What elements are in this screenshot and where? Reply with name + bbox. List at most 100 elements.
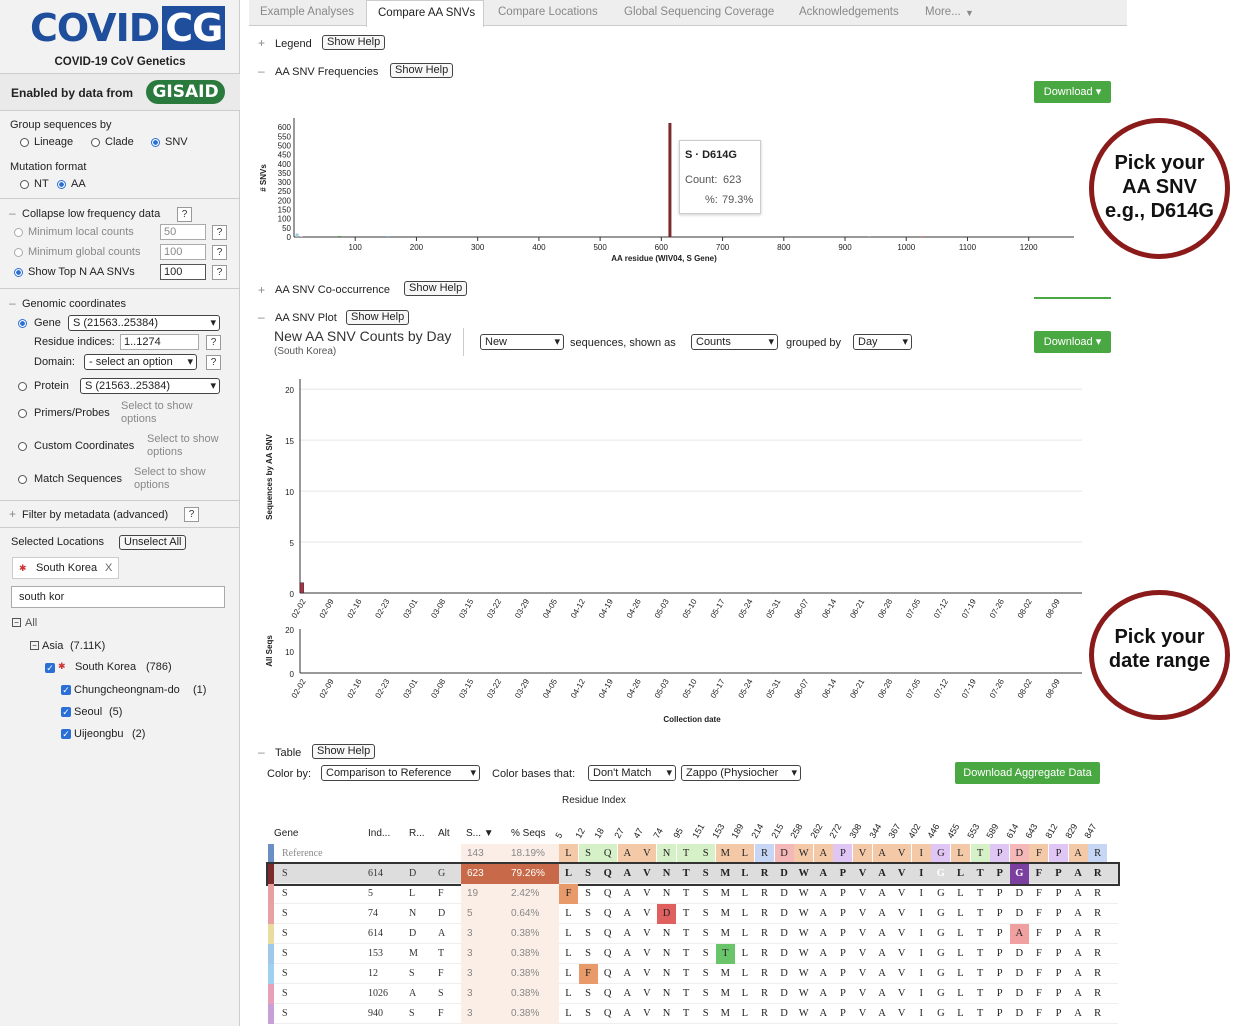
freq-help-button[interactable]: Show Help: [390, 63, 454, 78]
table-header[interactable]: Gene: [274, 828, 299, 839]
table-header[interactable]: % Seqs: [511, 828, 546, 839]
tab-example-analyses[interactable]: Example Analyses: [260, 6, 354, 18]
radio-primers[interactable]: [18, 409, 27, 418]
table-row[interactable]: S 153 M T 3 0.38% L S Q A V N T S T L R D W A P V A V I G L T P D F P A R: [268, 944, 1118, 964]
domain-help-button[interactable]: ?: [206, 355, 221, 370]
top-n-help-button[interactable]: ?: [212, 265, 227, 280]
protein-select[interactable]: S (21563..25384): [80, 378, 220, 394]
radio-top-n[interactable]: [14, 268, 23, 277]
download-aggregate-button[interactable]: Download Aggregate Data: [955, 762, 1100, 784]
covidcg-logo[interactable]: COVID CG: [30, 6, 226, 50]
plot-counts-select[interactable]: Counts: [691, 334, 778, 350]
y-tick-label: 0: [290, 590, 295, 599]
table-row[interactable]: S 940 S F 3 0.38% L S Q A V N T S M L R D W A P V A V I G L T P D F P A R: [268, 1004, 1118, 1024]
tab-more[interactable]: More...: [925, 6, 961, 18]
radio-custom-coords[interactable]: [18, 442, 27, 451]
domain-select[interactable]: - select an option: [84, 354, 197, 370]
radio-min-global[interactable]: [14, 248, 23, 257]
radio-protein[interactable]: [18, 382, 27, 391]
residue-cell: A: [878, 928, 886, 939]
filter-toggle-icon[interactable]: +: [9, 507, 17, 521]
tab-global-coverage[interactable]: Global Sequencing Coverage: [624, 6, 775, 18]
table-row[interactable]: S 12 S F 3 0.38% L F Q A V N T S M L R D W A P V A V I G L T P D F P A R: [268, 964, 1118, 984]
table-toggle-icon[interactable]: –: [258, 745, 265, 759]
legend-toggle-icon[interactable]: +: [258, 36, 266, 50]
tree-child-label[interactable]: Chungcheongnam-do: [74, 684, 180, 696]
tree-child-checkbox[interactable]: ✓: [61, 707, 71, 717]
residue-cell: G: [931, 844, 951, 864]
radio-aa[interactable]: [57, 180, 66, 189]
color-by-select[interactable]: Comparison to Reference: [321, 765, 480, 781]
table-row[interactable]: Reference 143 18.19% L S Q A V N T S M L R D W A P V A V I G L T…: [268, 844, 1118, 864]
x-tick-label: 1100: [959, 243, 977, 252]
unselect-all-button[interactable]: Unselect All: [119, 535, 187, 550]
table-header[interactable]: S... ▼: [466, 828, 494, 839]
table-cell: S: [282, 988, 288, 999]
table-header[interactable]: Ind...: [368, 828, 391, 839]
genomic-toggle-icon[interactable]: –: [9, 296, 16, 310]
gene-select[interactable]: S (21563..25384): [68, 315, 220, 331]
color-bases-select[interactable]: Don't Match: [588, 765, 676, 781]
freq-toggle-icon[interactable]: –: [258, 64, 265, 78]
plot-help-button[interactable]: Show Help: [346, 310, 410, 325]
residue-help-button[interactable]: ?: [206, 335, 221, 350]
gisaid-logo[interactable]: GISAID: [146, 80, 225, 104]
min-global-input[interactable]: 100: [160, 244, 206, 260]
table-header[interactable]: Alt: [438, 828, 450, 839]
tree-asia-label[interactable]: Asia: [42, 640, 64, 652]
table-row[interactable]: S 1026 A S 3 0.38% L S Q A V N T S M L R D W A P V A V I G L T P D F P A…: [268, 984, 1118, 1004]
legend-help-button[interactable]: Show Help: [322, 35, 386, 50]
cooc-help-button[interactable]: Show Help: [404, 281, 468, 296]
tree-child-checkbox[interactable]: ✓: [61, 685, 71, 695]
tree-sk-count: (786): [146, 661, 172, 673]
table-row[interactable]: S 5 L F 19 2.42% F S Q A V N T S M L R D W A P V A V I G L T P D F P A R: [268, 884, 1118, 904]
min-global-help-button[interactable]: ?: [212, 245, 227, 260]
residue-cell: D: [1015, 948, 1024, 959]
radio-lineage[interactable]: [20, 138, 29, 147]
filter-meta-label[interactable]: Filter by metadata (advanced): [22, 509, 169, 521]
table-row[interactable]: S 614 D G 623 79.26% L S Q A V N T S M L R D W A P V A V I G L T P G F…: [266, 862, 1120, 886]
tree-all-label[interactable]: All: [25, 617, 38, 629]
residue-cell: V: [897, 1008, 906, 1019]
table-help-button[interactable]: Show Help: [312, 744, 376, 759]
plot-new-select[interactable]: New: [480, 334, 564, 350]
table-header[interactable]: R...: [409, 828, 425, 839]
top-n-input[interactable]: 100: [160, 264, 206, 280]
tree-all-collapse-icon[interactable]: −: [12, 618, 21, 627]
cooc-toggle-icon[interactable]: +: [258, 283, 266, 297]
collapse-toggle-icon[interactable]: –: [9, 206, 16, 220]
filter-help-button[interactable]: ?: [184, 507, 199, 522]
radio-match-seqs[interactable]: [18, 475, 27, 484]
min-local-help-button[interactable]: ?: [212, 225, 227, 240]
plot-download-button[interactable]: Download ▾: [1034, 331, 1111, 353]
primers-hint: Select to show: [121, 400, 193, 412]
table-row[interactable]: S 74 N D 5 0.64% L S Q A V D T S M L R D W A P V A V I G L T P D F P A R: [268, 904, 1118, 924]
radio-snv[interactable]: [151, 138, 160, 147]
freq-download-button[interactable]: Download ▾: [1034, 81, 1111, 103]
tree-child-checkbox[interactable]: ✓: [61, 729, 71, 739]
color-scheme-select[interactable]: Zappo (Physiocher: [681, 765, 801, 781]
tree-child-label[interactable]: Uijeongbu: [74, 728, 124, 740]
radio-min-local[interactable]: [14, 228, 23, 237]
more-caret-icon[interactable]: ▼: [965, 8, 974, 18]
residue-input[interactable]: 1..1274: [120, 334, 199, 350]
tree-asia-collapse-icon[interactable]: −: [30, 641, 39, 650]
collapse-help-button[interactable]: ?: [177, 207, 192, 222]
table-row[interactable]: S 614 D A 3 0.38% L S Q A V N T S M L R D W A P V A V I G L T P A F P A R: [268, 924, 1118, 944]
location-search-input[interactable]: south kor: [11, 586, 225, 608]
tab-compare-aa-snvs[interactable]: Compare AA SNVs: [366, 0, 484, 27]
residue-position-header: 18: [592, 826, 607, 840]
radio-clade[interactable]: [91, 138, 100, 147]
tab-compare-locations[interactable]: Compare Locations: [498, 6, 598, 18]
tree-sk-label[interactable]: South Korea: [75, 661, 137, 673]
radio-nt[interactable]: [20, 180, 29, 189]
chip-remove-icon[interactable]: X: [105, 562, 113, 574]
radio-gene[interactable]: [18, 319, 27, 328]
tab-acknowledgements[interactable]: Acknowledgements: [799, 6, 899, 18]
plot-toggle-icon[interactable]: –: [258, 310, 265, 324]
plot-day-select[interactable]: Day: [853, 334, 912, 350]
min-local-input[interactable]: 50: [160, 224, 206, 240]
x-tick-label: 700: [716, 243, 730, 252]
tree-child-label[interactable]: Seoul: [74, 706, 103, 718]
tree-sk-checkbox[interactable]: ✓: [45, 663, 55, 673]
